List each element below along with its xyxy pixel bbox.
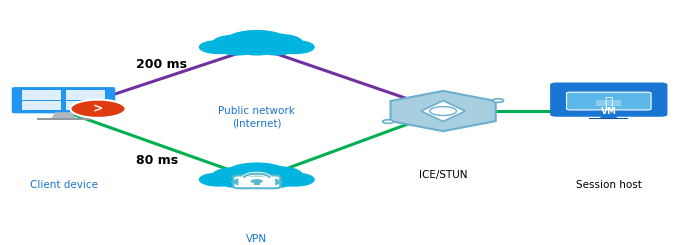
Circle shape: [236, 41, 277, 55]
Text: ⎕: ⎕: [604, 96, 613, 110]
Bar: [66, 90, 105, 99]
Text: 200 ms: 200 ms: [136, 58, 187, 71]
Bar: [37, 118, 89, 120]
Bar: [22, 101, 62, 110]
Polygon shape: [391, 91, 495, 131]
Circle shape: [213, 168, 260, 183]
Text: Public network
(Internet): Public network (Internet): [218, 107, 295, 128]
Bar: [22, 90, 62, 99]
Polygon shape: [51, 112, 76, 119]
Circle shape: [220, 43, 256, 55]
Bar: [205, 43, 308, 51]
Bar: [66, 101, 105, 110]
Circle shape: [220, 175, 256, 187]
Circle shape: [200, 173, 238, 186]
Text: >: >: [93, 102, 103, 115]
Circle shape: [227, 163, 287, 183]
Circle shape: [200, 41, 238, 53]
Circle shape: [236, 174, 277, 187]
Circle shape: [275, 173, 314, 186]
Bar: [597, 100, 621, 106]
Bar: [590, 118, 628, 120]
Text: ICE/STUN: ICE/STUN: [419, 171, 467, 180]
Polygon shape: [599, 114, 618, 119]
Bar: [205, 176, 308, 184]
Circle shape: [227, 31, 287, 51]
Text: 80 ms: 80 ms: [136, 154, 178, 167]
Circle shape: [213, 35, 260, 51]
Circle shape: [253, 34, 302, 51]
Text: VPN: VPN: [246, 234, 267, 245]
Polygon shape: [421, 101, 465, 122]
Text: Session host: Session host: [576, 180, 642, 190]
FancyBboxPatch shape: [12, 87, 115, 113]
Circle shape: [251, 179, 263, 183]
Text: Client device: Client device: [30, 180, 98, 190]
Bar: [254, 181, 260, 184]
Circle shape: [383, 120, 394, 123]
Circle shape: [258, 175, 294, 187]
Circle shape: [71, 100, 125, 118]
Circle shape: [253, 167, 302, 183]
FancyBboxPatch shape: [566, 92, 651, 110]
FancyBboxPatch shape: [550, 83, 667, 117]
Circle shape: [275, 41, 314, 53]
FancyBboxPatch shape: [234, 175, 280, 188]
Circle shape: [430, 107, 457, 115]
Text: VM: VM: [601, 107, 617, 116]
Circle shape: [493, 99, 504, 102]
Circle shape: [258, 43, 294, 55]
